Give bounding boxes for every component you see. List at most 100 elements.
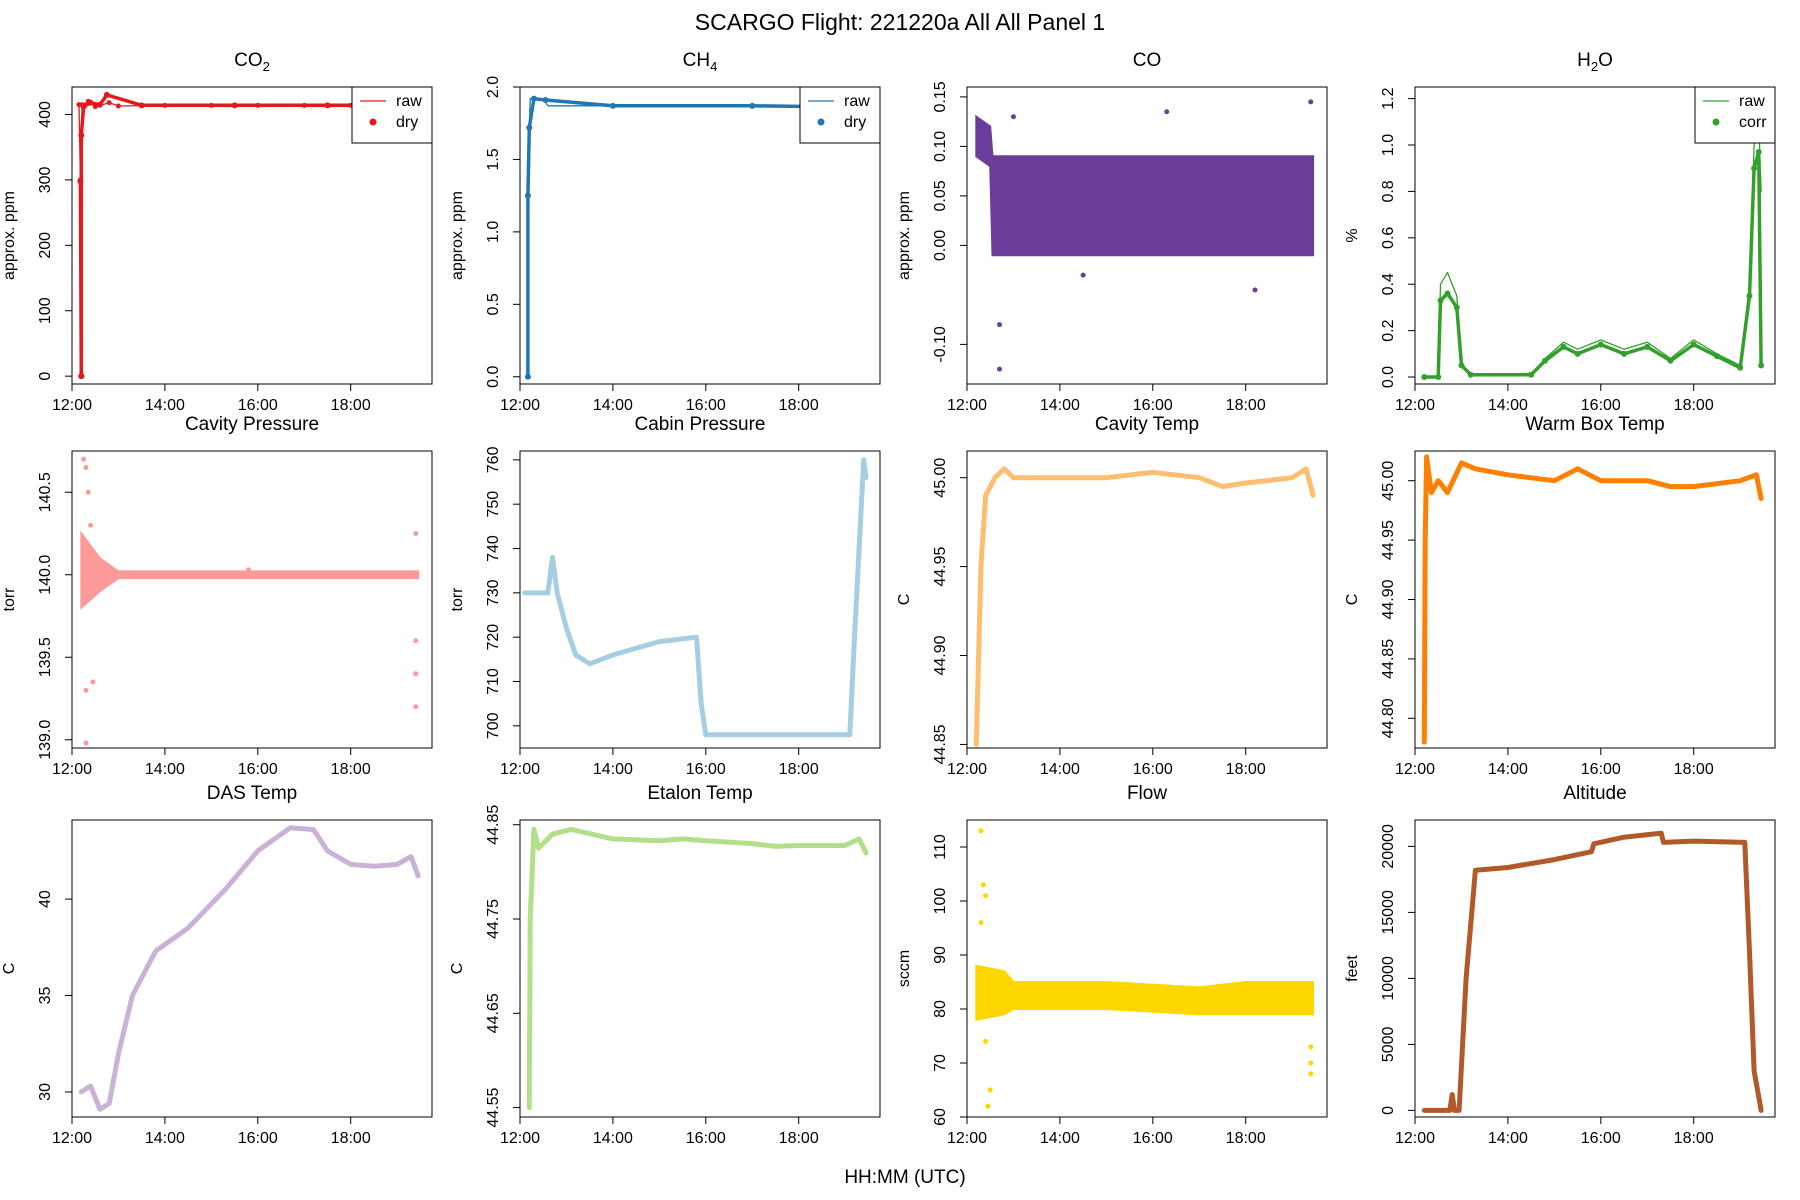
legend-entry: corr <box>1739 114 1767 131</box>
panel-3: CO approx. ppm 12:00 14:00 16:00 18:00 -0.10 0.… <box>896 50 1328 414</box>
data-point <box>526 124 533 131</box>
x-tick-label: 18:00 <box>1674 1130 1714 1147</box>
data-point <box>115 103 121 109</box>
panel-11: Flow sccm 12:00 14:00 16:00 18:00 60 70 80 90 100 1… <box>896 783 1328 1147</box>
x-tick-label: 12:00 <box>500 1130 540 1147</box>
outlier-point <box>413 531 419 536</box>
legend-entry: raw <box>396 93 422 110</box>
series-line-cabin-pressure <box>522 457 869 738</box>
outlier-point <box>997 322 1003 328</box>
y-tick-label: 0 <box>1380 1106 1397 1115</box>
x-tick-label: 18:00 <box>779 397 819 414</box>
outlier-point <box>413 671 419 677</box>
x-tick-label: 16:00 <box>1581 397 1621 414</box>
y-tick-label: 35 <box>37 987 54 1005</box>
legend: raw dry <box>351 86 433 144</box>
y-tick-label: 70 <box>932 1054 949 1072</box>
y-tick-label: 0.4 <box>1380 273 1397 295</box>
data-band-flow <box>975 964 1315 1022</box>
x-tick-label: 12:00 <box>1395 397 1435 414</box>
data-point <box>530 95 537 102</box>
panel-title: CO <box>1133 50 1162 71</box>
y-tick-label: 730 <box>485 579 502 606</box>
panel-title-subscript: 2 <box>263 59 270 74</box>
y-tick-label: 44.90 <box>932 635 949 675</box>
x-tick-label: 18:00 <box>779 1130 819 1147</box>
data-point <box>1751 165 1758 172</box>
outlier-point <box>985 1103 991 1109</box>
x-tick-label: 18:00 <box>779 761 819 778</box>
plot-area <box>522 457 869 738</box>
data-point <box>1453 304 1460 311</box>
legend-entry: raw <box>844 93 870 110</box>
y-tick-label: 15000 <box>1380 890 1397 935</box>
plot-frame <box>71 819 433 1118</box>
data-point <box>103 91 110 98</box>
y-tick-label: 139.5 <box>37 637 54 677</box>
y-tick-label: 0.05 <box>932 180 949 211</box>
plot-frame <box>966 86 1328 385</box>
panel-8: Warm Box Temp C 12:00 14:00 16:00 18:00 44.80 4… <box>1344 414 1776 778</box>
y-tick-label: 40 <box>37 890 54 908</box>
x-tick-label: 18:00 <box>331 397 371 414</box>
y-tick-label: 0.15 <box>932 81 949 112</box>
x-tick-label: 14:00 <box>145 397 185 414</box>
legend-point-swatch <box>369 118 377 126</box>
panel-title: CH4 <box>683 50 718 74</box>
x-tick-label: 16:00 <box>686 1130 726 1147</box>
x-tick-label: 18:00 <box>1226 397 1266 414</box>
outlier-point <box>1308 99 1314 105</box>
x-tick-label: 18:00 <box>1674 761 1714 778</box>
panel-1: CO2 approx. ppm 12:00 14:00 16:00 18:00 0 100 20… <box>1 50 433 414</box>
y-tick-label: 44.90 <box>1380 579 1397 619</box>
plot-frame <box>519 819 881 1118</box>
y-tick-label: 100 <box>932 888 949 915</box>
data-point <box>1421 374 1428 381</box>
x-tick-label: 12:00 <box>947 1130 987 1147</box>
y-tick-label: 140.5 <box>37 472 54 512</box>
y-tick-label: 44.95 <box>932 546 949 586</box>
outlier-point <box>83 740 89 746</box>
x-tick-label: 12:00 <box>500 761 540 778</box>
y-tick-label: 80 <box>932 1000 949 1018</box>
data-point <box>1560 343 1567 350</box>
x-tick-label: 14:00 <box>593 761 633 778</box>
legend-entry: dry <box>396 114 418 131</box>
plot-frame <box>1414 86 1776 385</box>
y-tick-label: 720 <box>485 624 502 651</box>
y-tick-label: 44.75 <box>485 899 502 939</box>
x-tick-label: 14:00 <box>1488 397 1528 414</box>
plot-area <box>526 826 869 1111</box>
data-point <box>1528 371 1535 378</box>
y-axis-label: C <box>896 594 913 606</box>
y-tick-label: 0.8 <box>1380 180 1397 202</box>
plot-frame <box>966 819 1328 1118</box>
x-tick-label: 12:00 <box>1395 761 1435 778</box>
data-point <box>1435 374 1442 381</box>
data-point <box>80 103 87 110</box>
outlier-point <box>413 704 419 710</box>
data-point <box>749 102 756 109</box>
panel-10: Etalon Temp C 12:00 14:00 16:00 18:00 44.55 44.… <box>449 783 881 1147</box>
data-point <box>324 102 331 109</box>
x-tick-label: 18:00 <box>1226 1130 1266 1147</box>
x-tick-label: 16:00 <box>238 397 278 414</box>
plot-area <box>1421 454 1764 745</box>
data-point <box>78 373 85 380</box>
data-point <box>609 102 616 109</box>
y-tick-label: 0.6 <box>1380 227 1397 249</box>
data-point <box>524 373 531 380</box>
x-tick-label: 12:00 <box>947 397 987 414</box>
y-tick-label: 44.85 <box>1380 639 1397 679</box>
x-tick-label: 18:00 <box>1674 397 1714 414</box>
outlier-point <box>1252 287 1258 293</box>
y-tick-label: 140.0 <box>37 555 54 595</box>
data-point <box>1467 371 1474 378</box>
outlier-point <box>978 920 984 926</box>
y-tick-label: 1.0 <box>1380 134 1397 156</box>
panel-title: CO2 <box>234 50 270 74</box>
series-line-cavity-temp <box>973 466 1316 747</box>
series-line-warm-box-temp <box>1421 454 1764 745</box>
